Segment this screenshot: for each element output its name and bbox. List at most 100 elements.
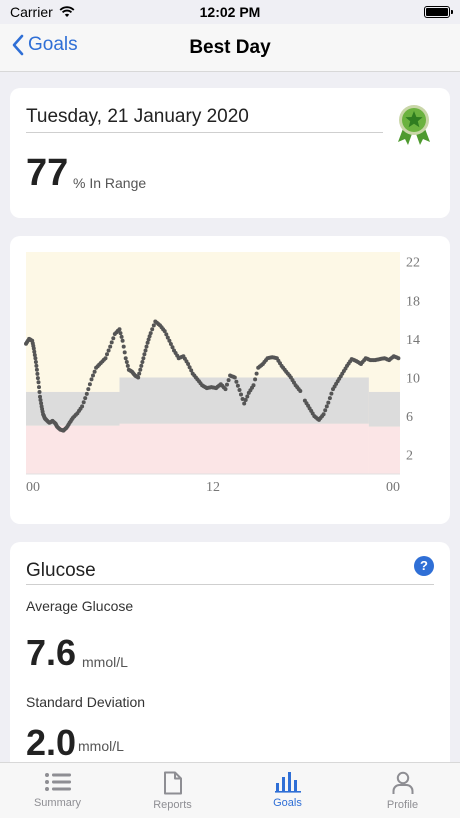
glucose-reading-point: [321, 412, 326, 417]
tab-reports[interactable]: Reports: [115, 763, 230, 818]
glucose-reading-point: [329, 391, 334, 396]
glucose-reading-point: [138, 367, 143, 372]
low-range-zone: [368, 426, 400, 474]
glucose-chart-card: 22 18 14 10 6 2 00 12 00: [10, 236, 450, 524]
person-icon: [392, 771, 413, 794]
glucose-reading-point: [147, 334, 152, 339]
bar-chart-icon: [274, 772, 301, 793]
in-range-label: % In Range: [73, 175, 147, 191]
navigation-bar: Goals Best Day: [0, 24, 460, 72]
tab-label: Profile: [386, 799, 419, 811]
glucose-reading-point: [232, 375, 237, 380]
glucose-scatter-chart: 22 18 14 10 6 2 00 12 00: [24, 252, 420, 495]
glucose-reading-point: [34, 363, 39, 368]
target-range-band: [368, 391, 400, 427]
glucose-reading-point: [36, 380, 41, 385]
glucose-reading-point: [326, 400, 331, 405]
glucose-reading-point: [144, 344, 149, 349]
divider: [26, 132, 383, 133]
glucose-reading-point: [145, 340, 150, 345]
help-button[interactable]: ?: [414, 556, 434, 576]
glucose-reading-point: [298, 389, 303, 393]
glucose-reading-point: [151, 323, 156, 328]
x-tick-label: 12: [206, 480, 220, 495]
glucose-reading-point: [396, 356, 401, 361]
y-tick-label: 18: [406, 294, 420, 309]
glucose-reading-point: [31, 346, 36, 351]
glucose-reading-point: [33, 360, 38, 364]
glucose-reading-point: [34, 367, 39, 372]
glucose-reading-point: [84, 391, 89, 396]
glucose-reading-point: [170, 345, 175, 350]
glucose-reading-point: [168, 342, 173, 346]
glucose-reading-point: [108, 344, 113, 349]
glucose-reading-point: [122, 350, 127, 355]
glucose-reading-point: [234, 379, 239, 384]
glucose-reading-point: [189, 368, 194, 373]
tab-label: Summary: [33, 797, 82, 809]
tab-summary[interactable]: Summary: [0, 763, 115, 818]
glucose-reading-point: [125, 363, 130, 368]
glucose-reading-point: [118, 331, 123, 336]
y-tick-label: 22: [406, 256, 420, 271]
glucose-reading-point: [136, 375, 141, 380]
y-tick-label: 2: [406, 449, 413, 464]
tab-goals[interactable]: Goals: [230, 763, 345, 818]
y-tick-label: 10: [406, 371, 420, 386]
glucose-reading-point: [165, 335, 170, 340]
glucose-reading-point: [324, 404, 329, 409]
glucose-reading-point: [226, 378, 231, 383]
glucose-reading-point: [242, 401, 247, 406]
glucose-reading-point: [119, 334, 124, 339]
glucose-reading-point: [86, 387, 91, 392]
glucose-reading-point: [33, 356, 38, 361]
document-icon: [163, 771, 182, 795]
average-glucose-unit: mmol/L: [82, 654, 128, 670]
glucose-reading-point: [35, 376, 40, 381]
glucose-reading-point: [106, 348, 111, 353]
glucose-reading-point: [39, 401, 44, 406]
glucose-reading-point: [167, 338, 172, 343]
glucose-reading-point: [142, 352, 147, 357]
glucose-reading-point: [237, 388, 242, 392]
glucose-reading-point: [117, 327, 122, 332]
glucose-reading-point: [109, 340, 114, 345]
glucose-reading-point: [81, 400, 86, 405]
glucose-reading-point: [140, 360, 145, 364]
y-tick-label: 14: [406, 333, 420, 348]
glucose-reading-point: [38, 398, 43, 402]
glucose-reading-point: [141, 356, 146, 361]
glucose-reading-point: [121, 344, 126, 349]
divider: [26, 584, 434, 585]
in-range-value: 77: [26, 152, 69, 194]
glucose-stats-card: Glucose ? Average Glucose 7.6 mmol/L Sta…: [10, 542, 450, 782]
back-button-label: Goals: [28, 34, 78, 55]
glucose-reading-point: [225, 382, 229, 387]
glucose-reading-point: [92, 369, 97, 374]
glucose-reading-point: [105, 352, 109, 357]
section-title: Glucose: [26, 560, 96, 581]
best-day-summary-card: Tuesday, 21 January 2020 77 % In Range: [10, 88, 450, 218]
glucose-reading-point: [150, 327, 155, 332]
status-left: Carrier: [10, 4, 75, 20]
battery-icon: [424, 6, 453, 18]
glucose-reading-point: [245, 394, 250, 399]
glucose-reading-point: [139, 363, 144, 368]
glucose-reading-point: [187, 365, 192, 370]
standard-deviation-unit: mmol/L: [78, 738, 124, 754]
page-title: Best Day: [189, 36, 271, 58]
back-button[interactable]: Goals: [12, 34, 78, 56]
glucose-reading-point: [253, 377, 258, 382]
glucose-reading-point: [143, 348, 148, 353]
glucose-reading-point: [240, 397, 245, 401]
glucose-reading-point: [162, 329, 167, 334]
x-tick-label: 00: [26, 480, 40, 495]
glucose-reading-point: [323, 408, 328, 413]
glucose-reading-point: [32, 349, 37, 354]
glucose-reading-point: [243, 398, 248, 402]
glucose-reading-point: [239, 392, 243, 397]
tab-label: Reports: [153, 799, 192, 811]
tab-profile[interactable]: Profile: [345, 763, 460, 818]
glucose-reading-point: [83, 396, 88, 401]
glucose-reading-point: [37, 385, 41, 390]
